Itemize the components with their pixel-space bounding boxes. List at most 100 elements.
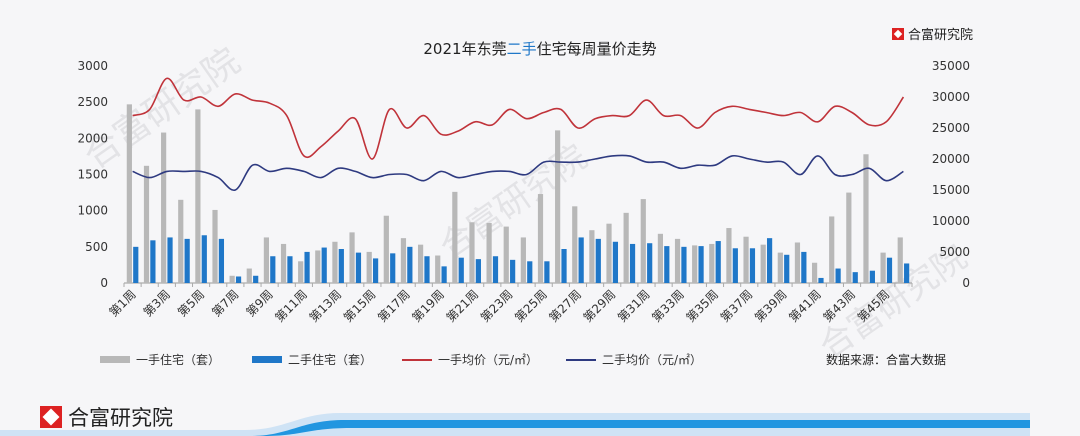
line-second-price bbox=[132, 154, 904, 191]
bar-new bbox=[572, 206, 578, 283]
bar-new bbox=[829, 216, 835, 283]
bar-second bbox=[698, 246, 704, 283]
x-tick-label: 第19周 bbox=[409, 287, 447, 325]
bar-new bbox=[349, 232, 355, 283]
bar-second bbox=[784, 254, 790, 283]
legend-swatch-new-bar bbox=[100, 356, 130, 363]
bar-new bbox=[794, 242, 801, 283]
y-left-tick-label: 3000 bbox=[77, 59, 108, 73]
bar-second bbox=[852, 272, 858, 283]
y-right-tick-label: 15000 bbox=[932, 183, 970, 197]
y-left-tick-label: 2000 bbox=[77, 131, 108, 145]
bar-second bbox=[218, 238, 225, 283]
bar-new bbox=[692, 245, 698, 283]
bars bbox=[126, 104, 910, 284]
bar-new bbox=[589, 230, 595, 283]
bar-new bbox=[383, 215, 389, 283]
bar-new bbox=[263, 237, 270, 283]
y-right-tick-label: 10000 bbox=[932, 214, 970, 228]
bar-second bbox=[304, 251, 310, 283]
bar-second bbox=[647, 243, 653, 283]
bar-second bbox=[338, 249, 344, 283]
y-right-tick-label: 5000 bbox=[939, 245, 970, 259]
footer-brand-name: 合富研究院 bbox=[68, 406, 173, 430]
bar-new bbox=[640, 199, 646, 283]
bar-new bbox=[777, 252, 783, 283]
y-left-tick-label: 1500 bbox=[77, 168, 108, 182]
bar-new bbox=[897, 237, 903, 283]
x-tick-label: 第15周 bbox=[341, 287, 379, 325]
bar-new bbox=[126, 104, 132, 283]
legend-swatch-second-bar bbox=[252, 356, 282, 363]
x-tick-label: 第17周 bbox=[375, 287, 413, 325]
x-tick-label: 第5周 bbox=[175, 287, 207, 319]
bar-new bbox=[400, 238, 407, 283]
bar-second bbox=[424, 256, 430, 283]
x-tick-label: 第1周 bbox=[106, 287, 138, 319]
bar-new bbox=[229, 275, 235, 283]
bar-second bbox=[681, 246, 687, 283]
x-tick-label: 第27周 bbox=[546, 287, 584, 325]
x-tick-label: 第39周 bbox=[752, 287, 790, 325]
bar-second bbox=[544, 261, 550, 283]
bar-second bbox=[235, 276, 242, 283]
bar-new bbox=[503, 226, 509, 283]
bar-new bbox=[452, 191, 458, 283]
bar-second bbox=[184, 238, 190, 283]
bar-new bbox=[846, 192, 852, 283]
bar-second bbox=[835, 268, 841, 283]
title-highlight: 二手 bbox=[506, 40, 537, 58]
bar-second bbox=[287, 256, 293, 283]
y-left-tick-label: 500 bbox=[85, 240, 108, 254]
bar-new bbox=[195, 109, 201, 284]
bar-new bbox=[863, 154, 869, 283]
bar-second bbox=[766, 238, 773, 283]
bar-second bbox=[629, 243, 636, 283]
y-left-tick-label: 1000 bbox=[77, 204, 108, 218]
x-tick-label: 第23周 bbox=[478, 287, 516, 325]
x-tick-label: 第31周 bbox=[615, 287, 653, 325]
bar-second bbox=[475, 259, 481, 283]
x-tick-label: 第37周 bbox=[718, 287, 756, 325]
bar-new bbox=[161, 132, 167, 283]
bar-new bbox=[178, 199, 184, 283]
bar-second bbox=[270, 256, 276, 283]
x-tick-label: 第25周 bbox=[512, 287, 550, 325]
bar-new bbox=[811, 262, 818, 283]
bar-new bbox=[709, 243, 715, 283]
bar-second bbox=[355, 252, 362, 283]
legend-second-bar: 二手住宅（套） bbox=[252, 351, 372, 368]
bar-second bbox=[150, 240, 156, 283]
x-tick-label: 第33周 bbox=[649, 287, 687, 325]
bar-second bbox=[578, 237, 584, 283]
chart-title: 2021年东莞二手住宅每周量价走势 bbox=[423, 40, 657, 58]
bar-new bbox=[486, 222, 492, 283]
y-left-tick-label: 2500 bbox=[77, 95, 108, 109]
y-right-tick-label: 0 bbox=[962, 276, 970, 290]
legend-second-line: 二手均价（元/㎡） bbox=[566, 351, 702, 368]
bar-new bbox=[332, 241, 338, 283]
legend-label-new-line: 一手均价（元/㎡） bbox=[438, 353, 539, 367]
bar-second bbox=[458, 257, 464, 283]
bar-new bbox=[298, 261, 304, 283]
bar-second bbox=[390, 253, 396, 283]
bar-new bbox=[417, 244, 424, 283]
bar-new bbox=[143, 165, 150, 283]
legend-new-bar: 一手住宅（套） bbox=[100, 351, 220, 368]
bar-second bbox=[715, 241, 721, 283]
bar-second bbox=[441, 266, 447, 283]
legend-label-second-line: 二手均价（元/㎡） bbox=[602, 353, 703, 367]
x-tick-label: 第3周 bbox=[141, 287, 173, 319]
lines bbox=[132, 77, 905, 191]
x-tick-label: 第29周 bbox=[581, 287, 619, 325]
legend-label-second-bar: 二手住宅（套） bbox=[288, 353, 373, 367]
bar-second bbox=[904, 263, 910, 283]
y-left-tick-label: 0 bbox=[100, 276, 108, 290]
bar-new bbox=[537, 194, 544, 283]
x-tick-label: 第13周 bbox=[307, 287, 345, 325]
bar-new bbox=[606, 223, 612, 283]
bar-second bbox=[372, 258, 379, 283]
x-tick-label: 第9周 bbox=[243, 287, 275, 319]
x-tick-label: 第11周 bbox=[272, 287, 310, 325]
